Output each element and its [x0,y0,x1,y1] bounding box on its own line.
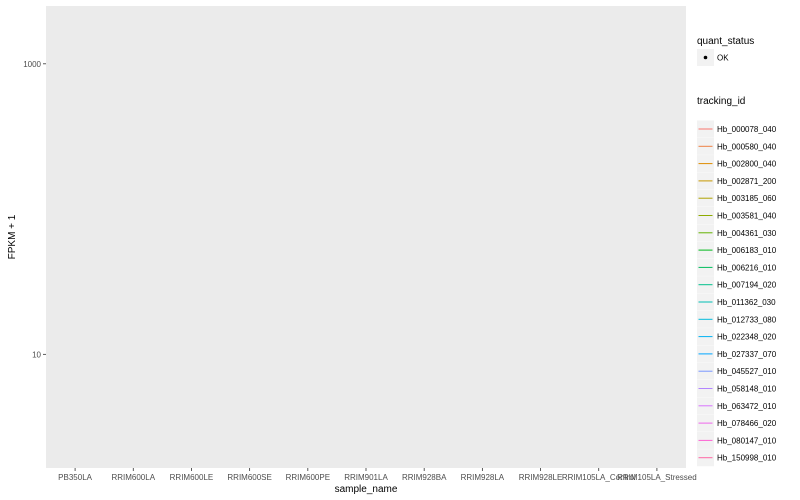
legend-label-tracking-id: Hb_000580_040 [717,142,777,151]
legend-label-tracking-id: Hb_002800_040 [717,160,777,169]
legend-label-tracking-id: Hb_027337_070 [717,350,777,359]
plot-panel [46,6,686,468]
legend-label-tracking-id: Hb_011362_030 [717,298,776,307]
y-axis-title: FPKM + 1 [7,214,18,259]
x-tick-label: RRIM600LE [170,473,214,482]
x-tick-label: RRIM928LA [461,473,505,482]
x-tick-label: RRIM928BA [402,473,447,482]
legend-point-key [703,55,708,60]
quant-status-legend-entries: OK [697,49,729,66]
legend-label-tracking-id: Hb_150998_010 [717,454,777,463]
x-tick-label: RRIM105LA_Stressed [617,473,697,482]
legend-label-tracking-id: Hb_058148_010 [717,385,777,394]
y-tick-label: 1000 [23,60,41,69]
legend-label-tracking-id: Hb_006216_010 [717,263,777,272]
x-tick-label: RRIM901LA [344,473,388,482]
legend-label-tracking-id: Hb_002871_200 [717,177,777,186]
legend-label-tracking-id: Hb_006183_010 [717,246,777,255]
legend-label-tracking-id: Hb_063472_010 [717,402,777,411]
legend: quant_status OK tracking_id Hb_000078_04… [697,36,777,467]
y-tick-label: 10 [32,350,41,359]
x-tick-label: PB350LA [58,473,92,482]
x-tick-label: RRIM600LA [111,473,155,482]
x-tick-label: RRIM105LA_Control [562,473,636,482]
legend-label-tracking-id: Hb_000078_040 [717,125,777,134]
legend-label-tracking-id: Hb_045527_010 [717,367,777,376]
x-axis: PB350LA RRIM600LA RRIM600LE RRIM600SE RRIM60… [58,468,697,482]
quant-status-legend-title: quant_status [697,36,754,47]
y-axis: 10 1000 [23,60,46,359]
legend-label-tracking-id: Hb_007194_020 [717,281,777,290]
legend-label-quant-status: OK [717,54,729,63]
legend-label-tracking-id: Hb_012733_080 [717,315,777,324]
legend-label-tracking-id: Hb_003581_040 [717,212,777,221]
legend-label-tracking-id: Hb_080147_010 [717,436,777,445]
legend-label-tracking-id: Hb_022348_020 [717,333,777,342]
legend-label-tracking-id: Hb_004361_030 [717,229,777,238]
x-tick-label: RRIM928LE [519,473,563,482]
legend-label-tracking-id: Hb_078466_020 [717,419,777,428]
legend-label-tracking-id: Hb_003185_060 [717,194,777,203]
x-tick-label: RRIM600SE [227,473,271,482]
x-tick-label: RRIM600PE [286,473,330,482]
x-axis-title: sample_name [335,484,398,495]
panel-fill [46,6,686,468]
tracking-id-legend-title: tracking_id [697,96,745,107]
tracking-id-legend-entries: Hb_000078_040 Hb_000580_040 Hb_002800_040 H… [697,120,777,467]
